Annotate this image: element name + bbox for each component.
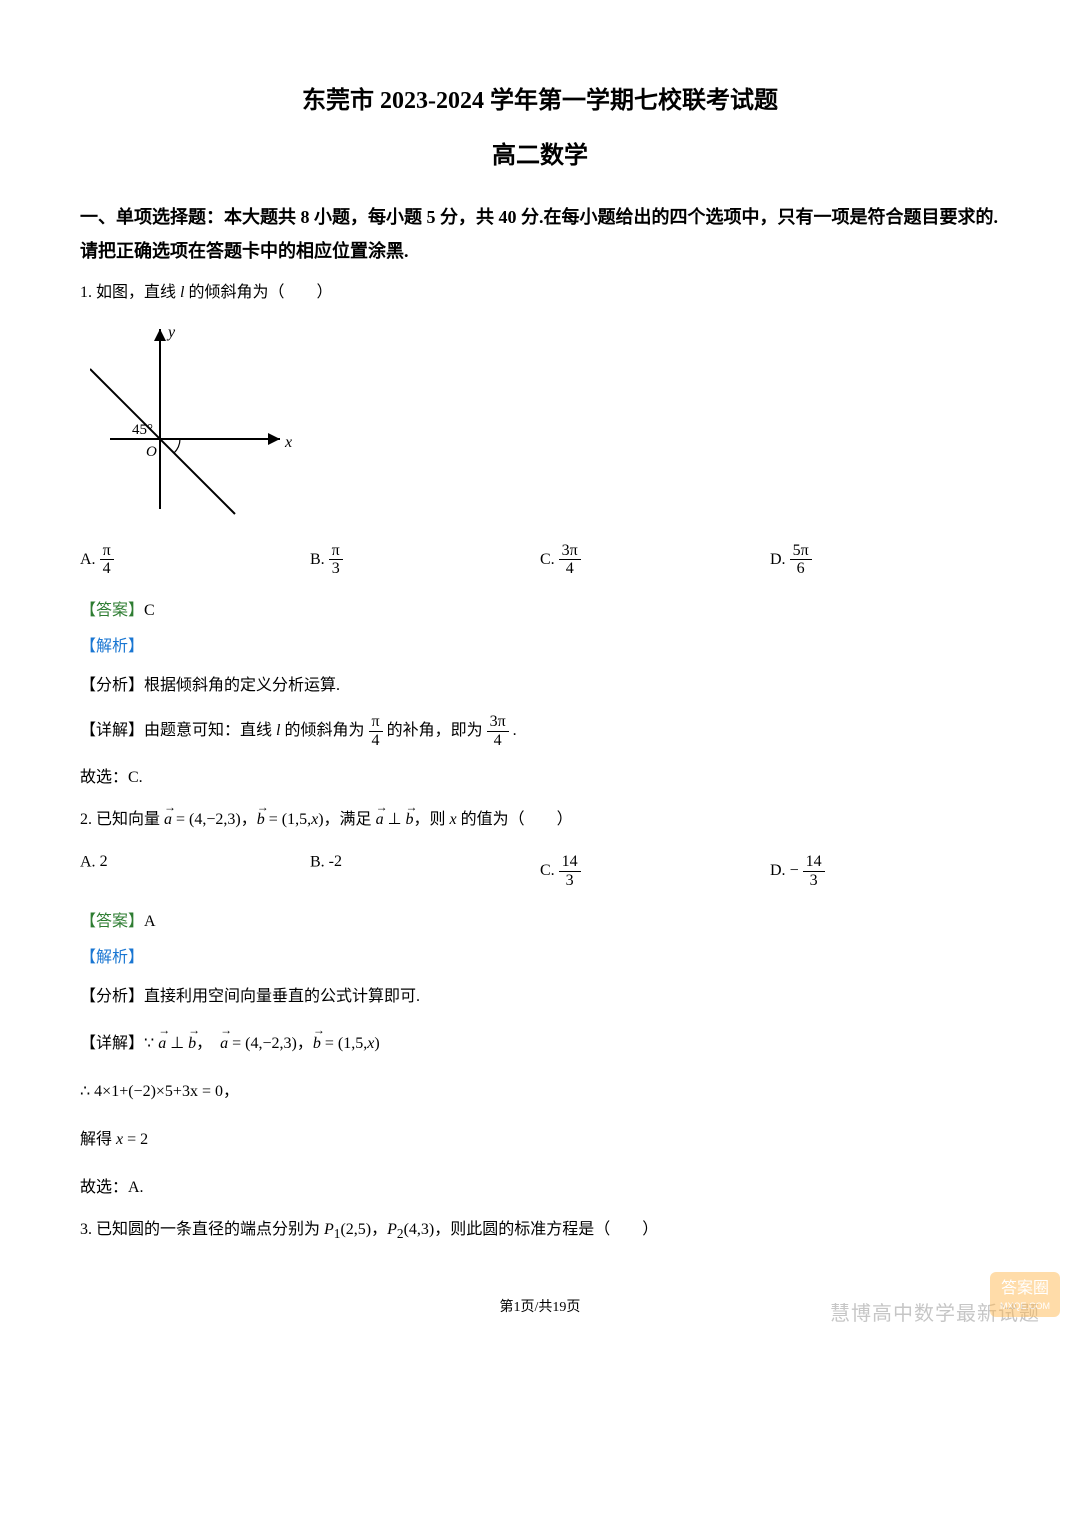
q1-options: A. π4 B. π3 C. 3π4 D. 5π6 [80, 542, 1000, 578]
svg-text:MXQE.COM: MXQE.COM [1000, 1301, 1050, 1311]
q1-stem: 1. 如图，直线 l 的倾斜角为（ ） [80, 278, 1000, 308]
q1-conclusion: 故选：C. [80, 760, 1000, 795]
q2-opt-c: C. 143 [540, 853, 770, 889]
q1-opt-a: A. π4 [80, 542, 310, 578]
q2-answer: 【答案】A [80, 907, 1000, 931]
watermark-logo: 答案圈 MXQE.COM [980, 1267, 1080, 1332]
q1-diagram: 45° O x y [90, 319, 1000, 524]
q2-opt-d: D. − 143 [770, 853, 1000, 889]
title-sub: 高二数学 [80, 135, 1000, 170]
q2-detail-2: ∴ 4×1+(−2)×5+3x = 0， [80, 1073, 1000, 1111]
angle-label: 45° [132, 422, 153, 438]
q1-opt-b: B. π3 [310, 542, 540, 578]
origin-label: O [146, 444, 157, 460]
q1-analysis-label: 【解析】 [80, 632, 1000, 656]
title-main: 东莞市 2023-2024 学年第一学期七校联考试题 [80, 80, 1000, 115]
q2-detail-3: 解得 x = 2 [80, 1121, 1000, 1159]
q2-analysis-label: 【解析】 [80, 943, 1000, 967]
q2-conclusion: 故选：A. [80, 1170, 1000, 1205]
section-heading: 一、单项选择题：本大题共 8 小题，每小题 5 分，共 40 分.在每小题给出的… [80, 200, 1000, 268]
q2-opt-a: A. 2 [80, 853, 310, 889]
q2-analysis: 【分析】直接利用空间向量垂直的公式计算即可. [80, 979, 1000, 1014]
q1-analysis: 【分析】根据倾斜角的定义分析运算. [80, 668, 1000, 703]
q3-stem: 3. 已知圆的一条直径的端点分别为 P1(2,5)，P2(4,3)，则此圆的标准… [80, 1215, 1000, 1247]
q2-detail-1: 【详解】∵ a ⊥ b， a = (4,−2,3)，b = (1,5,x) [80, 1025, 1000, 1063]
q2-options: A. 2 B. -2 C. 143 D. − 143 [80, 853, 1000, 889]
x-axis-label: x [284, 434, 292, 451]
svg-text:答案圈: 答案圈 [1001, 1279, 1049, 1297]
y-axis-label: y [166, 324, 176, 341]
q1-answer: 【答案】C [80, 596, 1000, 620]
q1-opt-c: C. 3π4 [540, 542, 770, 578]
q1-detail: 【详解】由题意可知：直线 l 的倾斜角为 π4 的补角，即为 3π4 . [80, 713, 1000, 749]
q2-opt-b: B. -2 [310, 853, 540, 889]
q2-stem: 2. 已知向量 a = (4,−2,3)，b = (1,5,x)，满足 a ⊥ … [80, 805, 1000, 835]
q1-opt-d: D. 5π6 [770, 542, 1000, 578]
